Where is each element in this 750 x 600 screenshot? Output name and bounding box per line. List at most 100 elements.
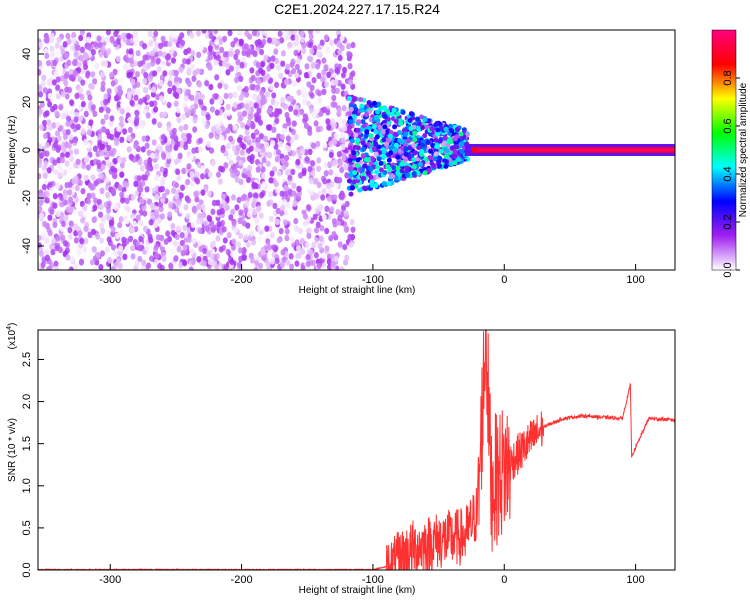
noise-cell [340,83,346,90]
noise-cell [315,140,321,148]
noise-cell [341,153,347,160]
noise-cell [54,266,59,270]
noise-cell [229,258,235,266]
noise-cell [60,112,66,120]
noise-cell [254,116,260,123]
noise-cell [291,120,297,127]
noise-cell [160,176,166,184]
noise-cell [134,109,140,117]
noise-cell [105,144,111,152]
noise-cell [258,212,264,219]
noise-cell [171,127,177,135]
noise-cell [145,112,151,119]
noise-cell [311,142,317,149]
noise-cell [180,39,186,47]
noise-cell [136,103,142,111]
noise-cell [231,238,237,245]
noise-cell [54,42,60,49]
noise-cell [204,80,210,87]
noise-cell [260,99,266,106]
signal-cell [378,167,384,173]
noise-cell [220,146,226,154]
noise-cell [231,145,237,152]
noise-cell [331,160,337,167]
noise-cell [272,111,278,118]
noise-cell [63,79,69,87]
noise-cell [293,225,299,232]
noise-cell [233,53,239,61]
noise-cell [150,152,156,159]
noise-cell [73,116,79,123]
noise-cell [337,241,343,248]
noise-cell [113,95,119,102]
noise-cell [133,142,139,150]
noise-cell [135,71,140,78]
noise-cell [256,142,261,149]
noise-cell [275,64,281,71]
noise-cell [191,147,197,154]
noise-cell [265,261,271,268]
noise-cell [252,93,258,101]
noise-cell [126,146,132,153]
noise-cell [63,199,68,206]
signal-cell [405,138,411,144]
noise-cell [268,199,274,206]
noise-cell [182,244,188,251]
noise-cell [155,57,161,64]
noise-cell [218,98,223,105]
noise-cell [103,113,109,121]
noise-cell [53,141,58,149]
noise-cell [339,266,345,270]
noise-cell [194,171,200,178]
noise-cell [44,150,50,157]
noise-cell [323,162,329,169]
noise-cell [165,54,170,61]
noise-cell [238,209,244,216]
noise-cell [250,122,256,129]
signal-cell [429,126,435,132]
noise-cell [55,182,61,189]
noise-cell [291,67,297,75]
noise-cell [321,69,327,76]
noise-cell [217,82,223,89]
noise-cell [287,30,293,36]
snr-y-ticks: 0.0 0.5 1.0 1.5 2.0 2.5 [21,352,44,578]
noise-cell [154,194,160,201]
y-tick-label: 0.0 [21,562,33,577]
noise-cell [170,32,176,39]
noise-cell [344,72,350,79]
noise-cell [100,118,106,125]
signal-cell [407,145,413,151]
noise-cell [126,134,132,142]
noise-cell [38,91,44,98]
noise-cell [324,227,330,235]
noise-cell [105,213,110,220]
noise-cell [179,239,185,247]
noise-cell [162,111,168,118]
noise-cell [300,36,306,43]
noise-cell [231,194,236,201]
noise-cell [91,246,97,253]
noise-cell [65,129,71,136]
noise-cell [201,109,206,117]
noise-cell [228,135,234,142]
noise-cell [334,67,340,74]
signal-cell [435,131,441,137]
snr-scale-exp: 4 [6,326,13,330]
noise-cell [83,174,89,182]
noise-cell [175,225,181,232]
signal-cell [381,153,387,159]
noise-cell [235,58,241,66]
signal-cell [447,123,453,129]
noise-cell [308,56,314,63]
noise-cell [318,235,324,242]
noise-cell [234,204,240,211]
y-tick-label: 1.0 [21,478,33,493]
noise-cell [265,238,271,245]
noise-cell [271,126,277,133]
noise-cell [332,101,338,108]
noise-cell [161,192,167,200]
noise-cell [313,252,319,259]
noise-cell [80,79,86,86]
noise-cell [182,135,188,143]
